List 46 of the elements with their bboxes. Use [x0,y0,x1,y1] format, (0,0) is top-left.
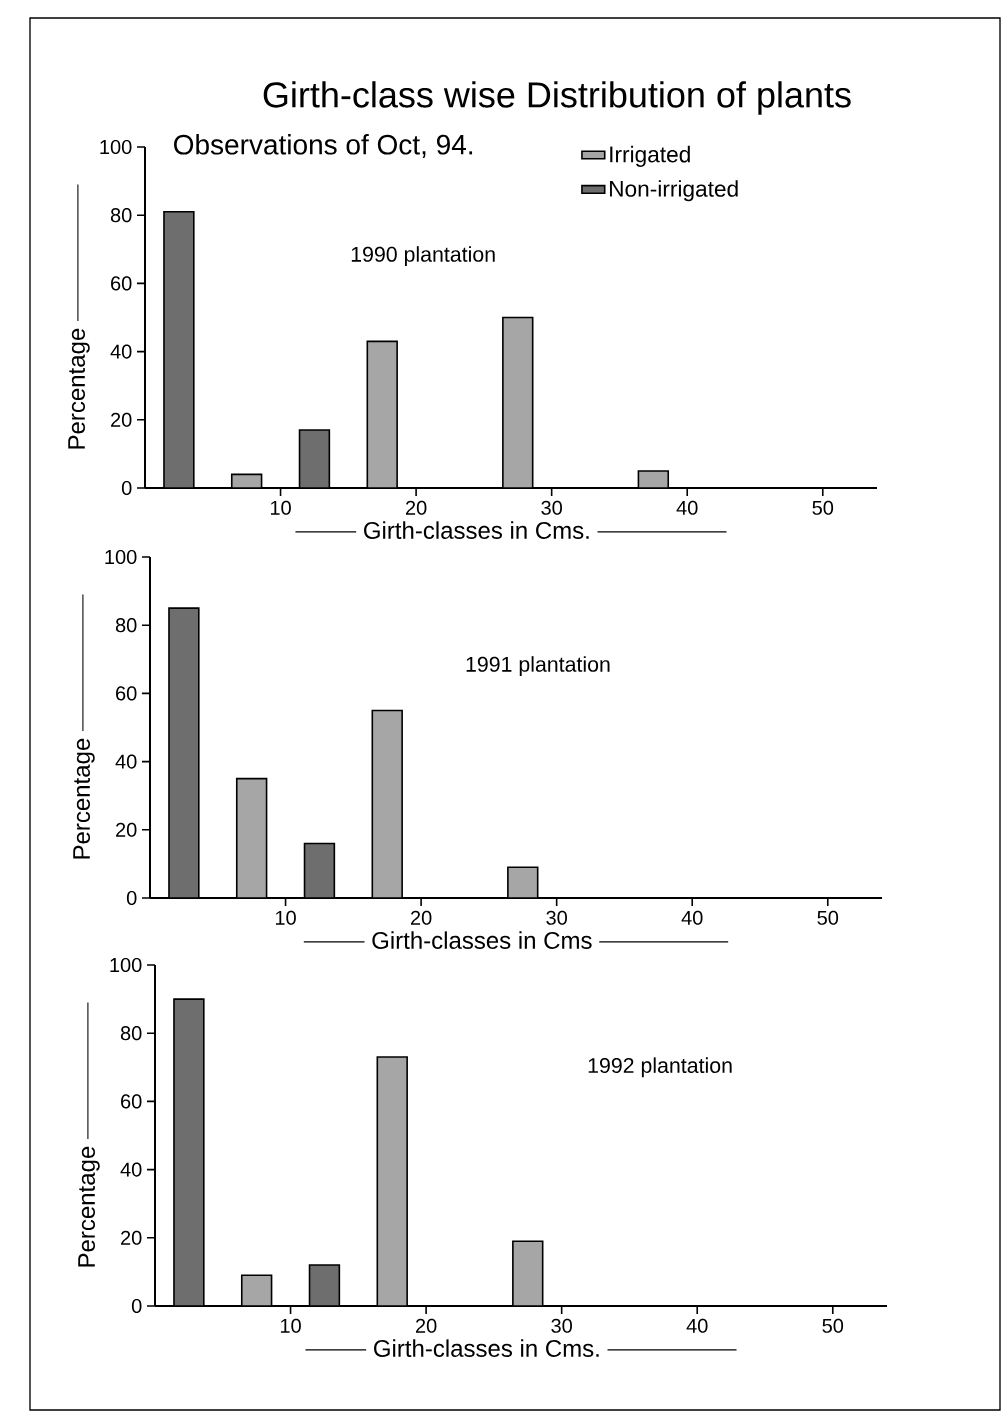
y-tick-label: 20 [121,1230,142,1245]
y-tick-label: 40 [110,344,132,359]
x-tick-label: 10 [280,1318,301,1333]
y-tick-label: 100 [105,549,137,565]
chart-title: Girth-class wise Distribution of plants [263,81,851,115]
x-axis-title: Girth-classes in Cms [372,931,592,949]
y-axis-title: Percentage [78,1146,100,1267]
x-tick-label: 50 [822,1318,844,1333]
x-tick-label: 20 [415,1318,437,1333]
y-tick-label: 40 [115,754,137,769]
legend-label: Irrigated [610,145,690,167]
y-tick-label: 0 [131,1298,142,1314]
x-axis-title: Girth-classes in Cms. [364,521,589,539]
x-axis-title: Girth-classes in Cms. [374,1339,599,1357]
y-tick-label: 80 [115,618,137,633]
x-tick-label: 30 [541,500,562,515]
x-tick-label: 10 [275,910,296,925]
y-tick-label: 60 [116,686,137,701]
x-tick-label: 50 [812,500,834,515]
x-tick-label: 30 [551,1318,572,1333]
x-tick-label: 40 [686,1318,708,1333]
y-tick-label: 100 [110,957,142,973]
y-tick-label: 40 [120,1162,142,1177]
y-tick-label: 60 [111,276,132,291]
annotation: 1990 plantation [351,246,495,267]
x-tick-label: 20 [405,500,427,515]
y-tick-label: 80 [110,208,132,223]
y-tick-label: 80 [120,1026,142,1041]
y-tick-label: 100 [100,139,132,155]
y-axis-title: Percentage [73,738,95,859]
chart-subtitle: Observations of Oct, 94. [174,134,473,158]
y-tick-label: 0 [126,890,137,906]
x-tick-label: 30 [546,910,567,925]
x-tick-label: 50 [817,910,839,925]
annotation: 1992 plantation [588,1057,732,1078]
y-tick-label: 0 [121,480,132,496]
y-axis-title: Percentage [68,328,90,449]
x-tick-label: 40 [681,910,703,925]
y-tick-label: 20 [111,412,132,427]
annotation: 1991 plantation [466,656,610,677]
x-tick-label: 10 [270,500,291,515]
y-tick-label: 20 [116,822,137,837]
legend-label: Non-irrigated [610,180,738,202]
x-tick-label: 40 [676,500,698,515]
x-tick-label: 20 [410,910,432,925]
y-tick-label: 60 [121,1094,142,1109]
